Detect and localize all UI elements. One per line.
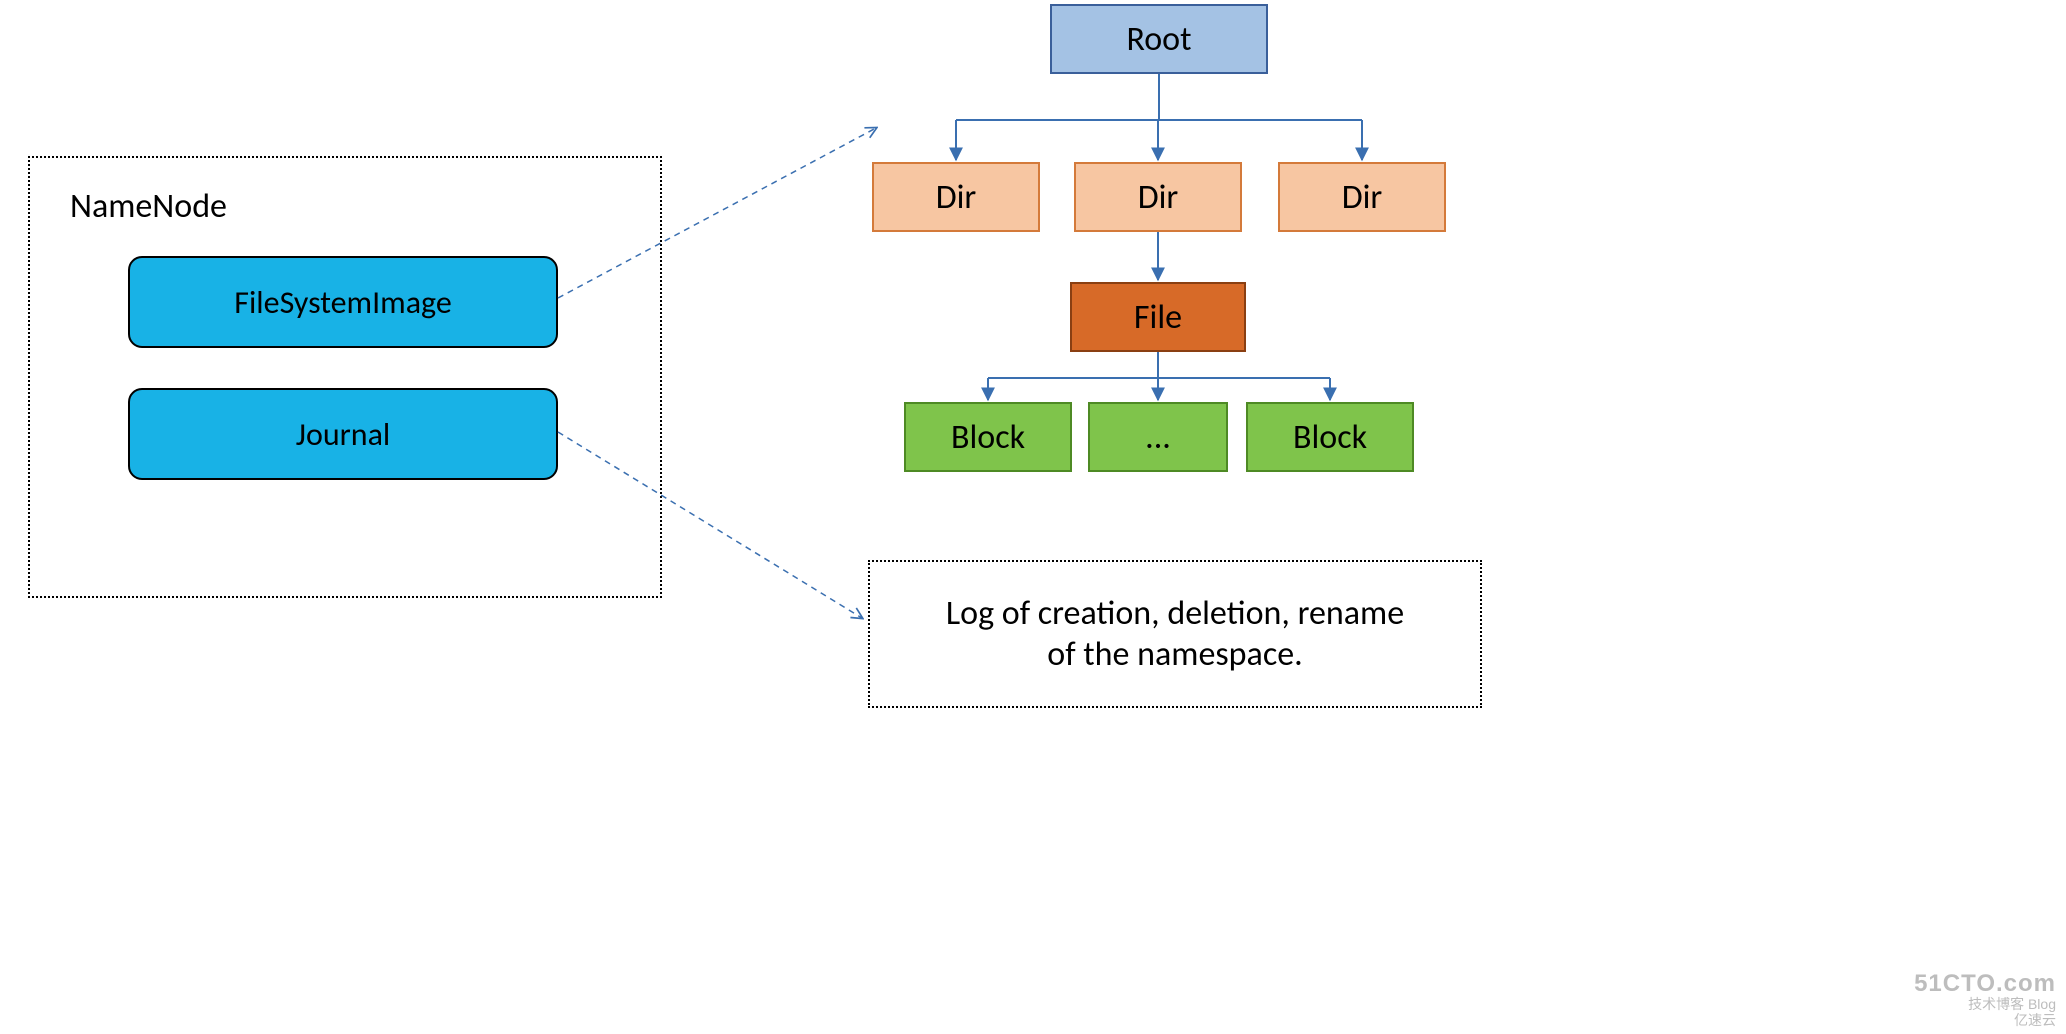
tree-block-mid: ...	[1088, 402, 1228, 472]
block-right-label: Block	[1293, 417, 1367, 458]
watermark-line1: 51CTO.com	[1914, 971, 2056, 997]
fsimage-label: FileSystemImage	[234, 283, 452, 322]
dir-right-label: Dir	[1342, 177, 1383, 218]
tree-dir-left: Dir	[872, 162, 1040, 232]
block-mid-label: ...	[1145, 417, 1171, 458]
fsimage-box: FileSystemImage	[128, 256, 558, 348]
journal-label: Journal	[296, 415, 391, 454]
dir-left-label: Dir	[936, 177, 977, 218]
log-box: Log of creation, deletion, rename of the…	[868, 560, 1482, 708]
log-text-line2: of the namespace.	[1047, 634, 1302, 675]
tree-dir-mid: Dir	[1074, 162, 1242, 232]
dir-mid-label: Dir	[1138, 177, 1179, 218]
watermark-line2: 技术博客 Blog	[1914, 997, 2056, 1012]
block-left-label: Block	[951, 417, 1025, 458]
tree-block-left: Block	[904, 402, 1072, 472]
log-text-line1: Log of creation, deletion, rename	[946, 593, 1404, 634]
tree-file: File	[1070, 282, 1246, 352]
tree-dir-right: Dir	[1278, 162, 1446, 232]
namenode-title: NameNode	[70, 186, 227, 227]
tree-root: Root	[1050, 4, 1268, 74]
watermark: 51CTO.com 技术博客 Blog 亿速云	[1914, 971, 2056, 1028]
watermark-line3: 亿速云	[1914, 1013, 2056, 1028]
tree-block-right: Block	[1246, 402, 1414, 472]
file-label: File	[1134, 297, 1182, 338]
root-label: Root	[1126, 19, 1191, 60]
journal-box: Journal	[128, 388, 558, 480]
